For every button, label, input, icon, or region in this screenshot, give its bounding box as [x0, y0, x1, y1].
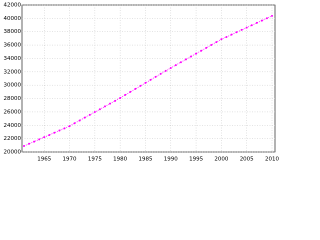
data-point	[190, 55, 193, 58]
data-point	[149, 78, 152, 81]
data-point	[119, 96, 122, 99]
x-tick-label: 1980	[113, 157, 127, 163]
y-tick-label: 34000	[4, 56, 22, 62]
data-point	[78, 119, 81, 122]
data-point	[255, 21, 258, 24]
data-point	[179, 61, 182, 64]
data-point	[245, 26, 248, 29]
data-point	[93, 111, 96, 114]
data-point	[28, 142, 31, 145]
x-tick-label: 1990	[164, 157, 178, 163]
data-point	[154, 75, 157, 78]
x-tick-label: 1970	[63, 157, 77, 163]
data-point	[164, 69, 167, 72]
data-point	[215, 41, 218, 44]
data-point	[58, 129, 61, 132]
line	[23, 15, 273, 147]
y-tick-label: 40000	[4, 16, 22, 22]
y-tick-label: 26000	[4, 109, 22, 115]
data-point	[265, 17, 268, 20]
data-point	[88, 113, 91, 116]
x-tick-label: 2005	[240, 157, 254, 163]
data-point	[144, 81, 147, 84]
data-point	[68, 125, 71, 128]
data-point	[174, 64, 177, 67]
chart: 20000 22000 24000 26000 28000 30000 32000 34000…	[4, 3, 280, 163]
y-tick-label: 30000	[4, 83, 22, 89]
plot-frame	[21, 4, 276, 153]
data-point	[53, 131, 56, 134]
data-point	[38, 138, 41, 141]
data-point	[271, 14, 273, 17]
data-point	[129, 90, 132, 93]
x-tick-label: 1995	[189, 157, 203, 163]
y-tick-label: 24000	[4, 123, 22, 129]
x-tick-label: 1985	[138, 157, 152, 163]
x-tick-label: 2010	[265, 157, 279, 163]
data-point	[33, 140, 36, 143]
data-point	[114, 99, 117, 102]
y-tick-label: 22000	[4, 136, 22, 142]
data-point	[205, 46, 208, 49]
data-point	[159, 72, 162, 75]
data-point	[195, 52, 198, 55]
data-point	[63, 127, 66, 130]
data-point	[184, 58, 187, 61]
y-tick-label: 28000	[4, 96, 22, 102]
data-point	[225, 35, 228, 38]
data-point	[169, 66, 172, 69]
data-point	[210, 43, 213, 46]
x-tick-label: 2000	[214, 157, 228, 163]
x-tick-label: 1965	[37, 157, 51, 163]
data-point	[240, 28, 243, 31]
data-point	[134, 87, 137, 90]
data-point	[23, 144, 25, 147]
data-point	[139, 84, 142, 87]
data-point	[43, 136, 46, 139]
data-point	[220, 38, 223, 41]
data-point	[250, 24, 253, 27]
data-point	[109, 102, 112, 105]
y-tick-label: 42000	[4, 3, 22, 9]
page: 20000 22000 24000 26000 28000 30000 32000 34000…	[3, 2, 280, 163]
data-point	[230, 33, 233, 36]
data-point	[235, 31, 238, 34]
x-tick-label: 1975	[88, 157, 102, 163]
data-point	[83, 116, 86, 119]
y-tick-label: 38000	[4, 29, 22, 35]
data-point	[124, 93, 127, 96]
y-tick-label: 20000	[4, 150, 22, 156]
data-point	[103, 105, 106, 108]
data-point	[73, 122, 76, 125]
data-point	[200, 49, 203, 52]
data-point	[98, 108, 101, 111]
data-point	[260, 19, 263, 22]
data-point	[48, 133, 51, 136]
y-tick-label: 36000	[4, 43, 22, 49]
y-tick-label: 32000	[4, 69, 22, 75]
